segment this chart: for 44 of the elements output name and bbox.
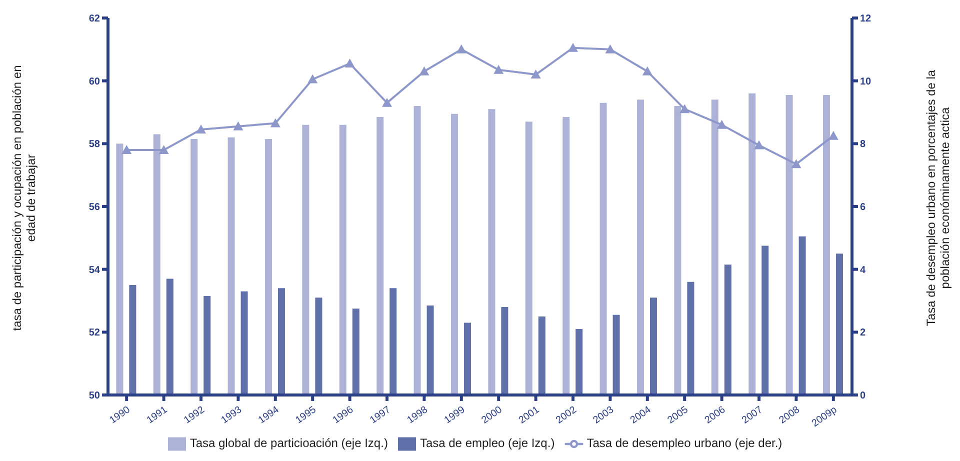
legend-label: Tasa de empleo (eje Izq.) (420, 436, 555, 450)
x-tick-label: 1999 (442, 404, 468, 426)
y2-tick-label: 10 (860, 76, 872, 88)
point (791, 159, 802, 168)
y-tick-label: 58 (88, 139, 100, 150)
legend-label: Tasa de desempleo urbano (eje der.) (586, 436, 782, 450)
point (568, 42, 578, 52)
point (494, 64, 504, 74)
point (344, 58, 355, 68)
y-axis-title: tasa de participación y ocupación en población en edad de trabajar (10, 65, 38, 331)
y-tick-label: 54 (88, 264, 100, 276)
y-tick-label: 56 (88, 202, 100, 214)
point (716, 120, 727, 129)
y-tick-label: 62 (88, 14, 100, 25)
y-tick-label: 60 (88, 76, 100, 88)
y-tick-label: 52 (88, 328, 100, 339)
point (456, 44, 466, 54)
legend-label: Tasa global de particioación (eje Izq.) (190, 436, 388, 450)
x-tick-label: 2000 (480, 404, 505, 426)
point (382, 98, 392, 107)
point (828, 130, 838, 140)
point (642, 66, 652, 76)
point (158, 144, 169, 154)
y2-tick-label: 12 (860, 14, 872, 25)
point (233, 121, 244, 130)
point (122, 144, 132, 154)
point (196, 124, 206, 134)
y2-tick-label: 8 (860, 139, 866, 150)
point (308, 74, 318, 84)
x-tick-label: 2001 (516, 404, 542, 426)
x-tick-label: 1991 (144, 404, 170, 426)
point (270, 118, 280, 128)
point (419, 66, 430, 76)
y2-tick-label: 6 (860, 202, 866, 214)
point (605, 44, 616, 54)
point (530, 70, 541, 79)
y2-axis-title: Tasa de desempleo urbano en porcentajes de la población económinamente actica (924, 70, 952, 326)
y-tick-label: 50 (88, 390, 100, 402)
x-tick-label: 1990 (108, 404, 133, 426)
point (680, 104, 690, 114)
y2-tick-label: 4 (860, 264, 866, 276)
point (754, 140, 764, 150)
y2-tick-label: 0 (860, 390, 866, 402)
y2-tick-label: 2 (860, 328, 866, 339)
